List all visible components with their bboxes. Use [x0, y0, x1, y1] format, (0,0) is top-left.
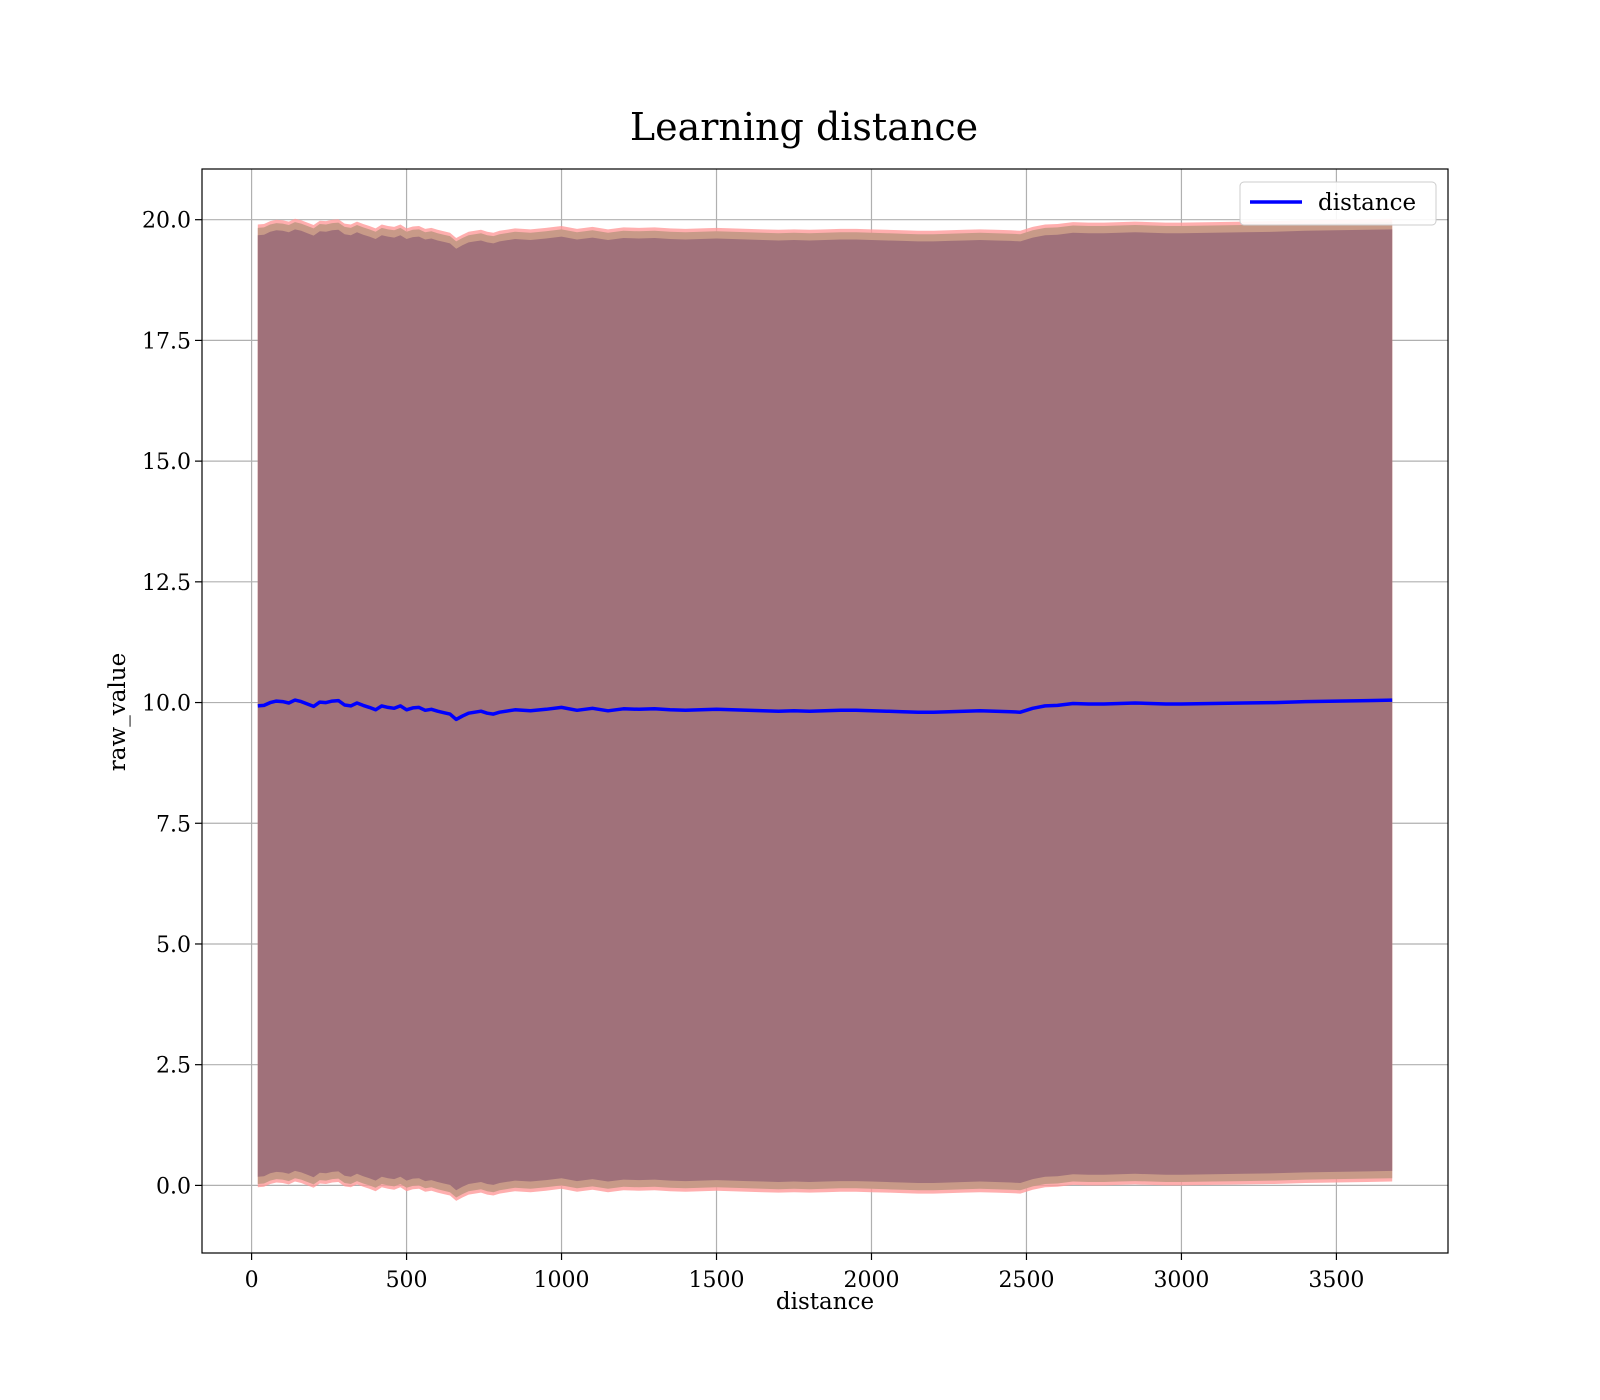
- x-axis-ticks: 0 500 1000 1500 2000 2500 3000 3500: [245, 1253, 1364, 1293]
- y-tick-label: 7.5: [156, 812, 191, 837]
- y-axis-label: raw_value: [105, 653, 131, 771]
- x-tick-label: 3000: [1153, 1268, 1209, 1293]
- x-tick-label: 1500: [689, 1268, 745, 1293]
- chart-title: Learning distance: [630, 105, 978, 149]
- x-axis-label: distance: [776, 1289, 874, 1315]
- line-layer: [257, 698, 1393, 722]
- x-tick-label: 3500: [1308, 1268, 1364, 1293]
- plot-frame: [201, 168, 1449, 1254]
- y-tick-label: 10.0: [142, 692, 191, 717]
- x-tick-label: 1000: [534, 1268, 590, 1293]
- y-tick-label: 5.0: [156, 933, 191, 958]
- x-tick-label: 500: [386, 1268, 428, 1293]
- y-tick-label: 20.0: [142, 209, 191, 234]
- x-tick-label: 0: [245, 1268, 259, 1293]
- x-tick-label: 2500: [998, 1268, 1054, 1293]
- y-tick-label: 17.5: [142, 329, 191, 354]
- legend: distance: [1239, 181, 1437, 226]
- y-tick-label: 15.0: [142, 450, 191, 475]
- y-tick-label: 12.5: [142, 571, 191, 596]
- legend-entry-distance: distance: [1318, 190, 1416, 216]
- y-axis-ticks: 0.0 2.5 5.0 7.5 10.0 12.5 15.0 17.5 20.0: [142, 209, 202, 1199]
- series-line-distance: [257, 698, 1393, 722]
- y-tick-label: 0.0: [156, 1174, 191, 1199]
- legend-box: [1239, 181, 1437, 226]
- x-tick-label: 2000: [843, 1268, 899, 1293]
- y-tick-label: 2.5: [156, 1054, 191, 1079]
